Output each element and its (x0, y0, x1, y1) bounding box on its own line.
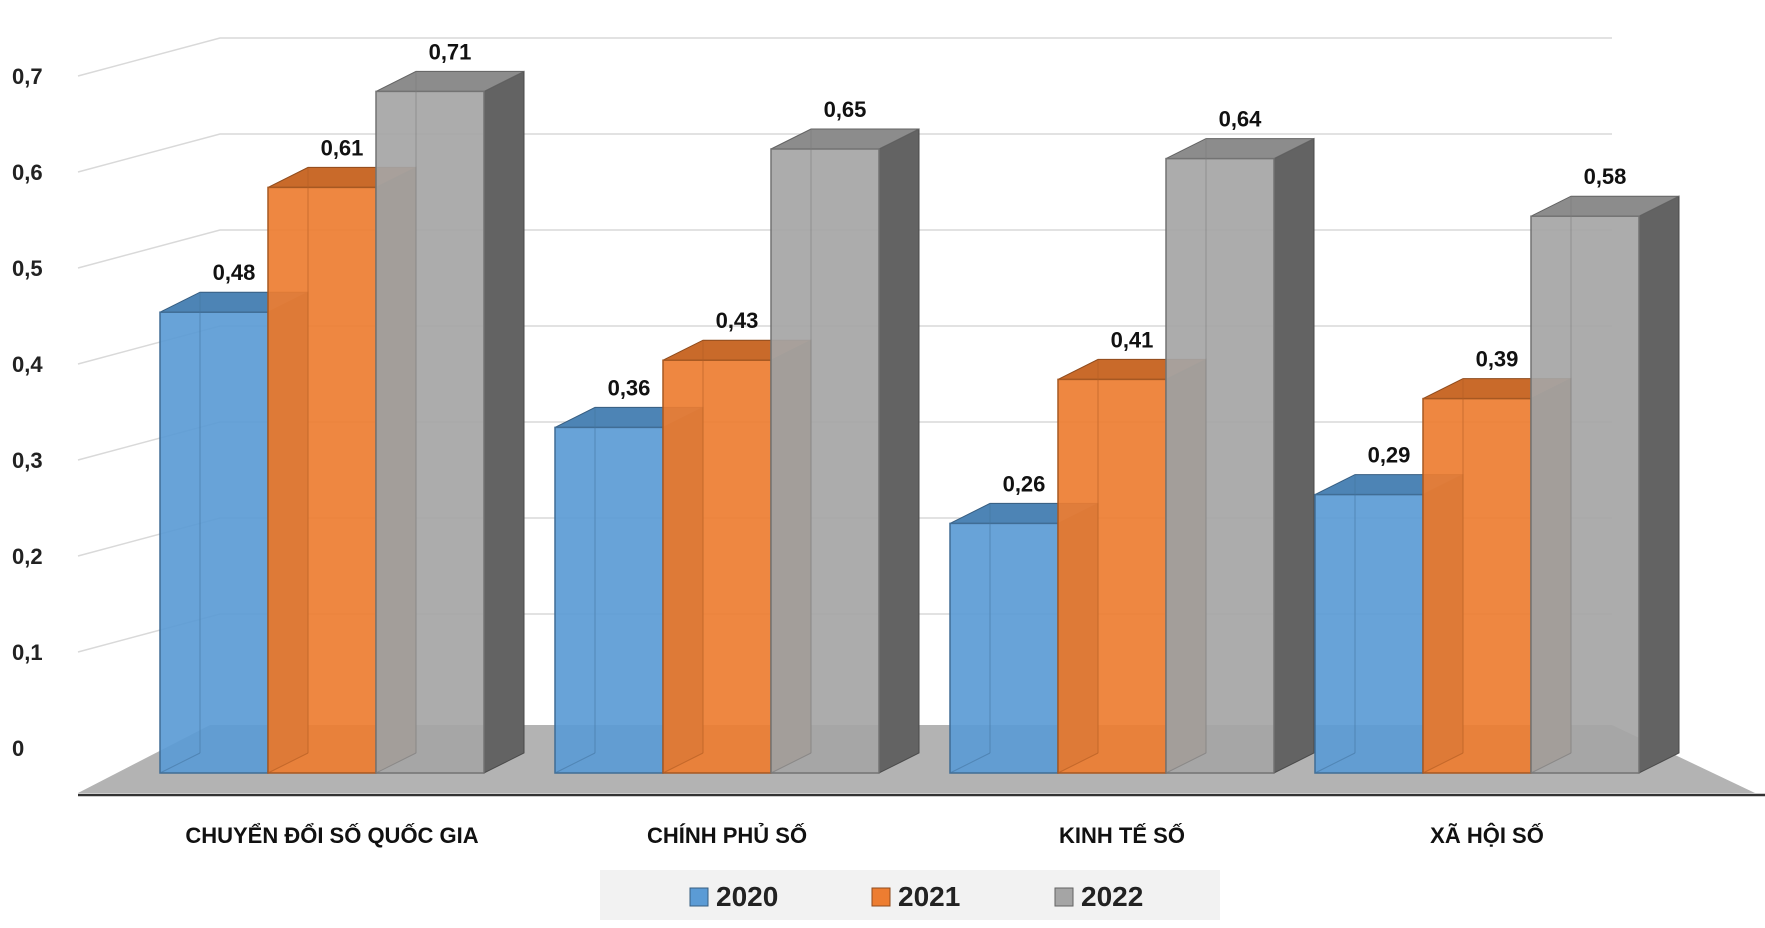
gridline (77, 229, 1612, 269)
bar-side-face (483, 70, 525, 774)
bar-bottom-edge (770, 752, 812, 774)
data-label: 0,48 (213, 260, 256, 285)
bar-front-face (554, 426, 664, 774)
legend-swatch (1054, 887, 1074, 907)
bar-side-face (878, 128, 920, 774)
data-label: 0,29 (1368, 443, 1411, 468)
category-label: KINH TẾ SỐ (1059, 822, 1185, 848)
data-label: 0,36 (608, 375, 651, 400)
bar-bottom-edge (1422, 752, 1464, 774)
y-tick-label: 0,2 (12, 544, 43, 569)
data-label: 0,64 (1219, 107, 1263, 132)
data-label: 0,43 (716, 308, 759, 333)
data-label: 0,58 (1584, 164, 1627, 189)
data-label: 0,61 (321, 135, 364, 160)
bar-front-face (159, 311, 269, 774)
y-tick-label: 0,6 (12, 160, 43, 185)
bar (1165, 137, 1315, 774)
gridline (77, 37, 1612, 77)
bar-bottom-edge (662, 752, 704, 774)
data-label: 0,41 (1111, 327, 1154, 352)
data-label: 0,26 (1003, 471, 1046, 496)
bar-front-face (1057, 378, 1167, 774)
bar-side-face (1273, 137, 1315, 774)
category-label: CHÍNH PHỦ SỐ (647, 822, 807, 848)
bar-bottom-edge (554, 752, 596, 774)
data-label: 0,65 (824, 97, 867, 122)
legend: 2020 2021 2022 (600, 870, 1220, 920)
bar-front-face (1422, 397, 1532, 774)
y-tick-label: 0,1 (12, 640, 43, 665)
bar-front-face (1530, 215, 1640, 774)
bar-bottom-edge (949, 752, 991, 774)
bar-bottom-edge (1530, 752, 1572, 774)
bar-front-face (949, 522, 1059, 774)
bar-front-face (1165, 157, 1275, 774)
y-tick-label: 0,5 (12, 256, 43, 281)
legend-label: 2021 (898, 881, 960, 912)
legend-label: 2020 (716, 881, 778, 912)
bar-bottom-edge (267, 752, 309, 774)
bar-front-face (1314, 493, 1424, 774)
legend-label: 2022 (1081, 881, 1143, 912)
y-tick-label: 0,7 (12, 64, 43, 89)
bar (375, 70, 525, 774)
legend-swatch (689, 887, 709, 907)
bar-bottom-edge (159, 752, 201, 774)
legend-swatch (871, 887, 891, 907)
bar (770, 128, 920, 774)
y-tick-label: 0,4 (12, 352, 43, 377)
y-tick-label: 0 (12, 736, 24, 761)
y-tick-label: 0,3 (12, 448, 43, 473)
bar-front-face (770, 148, 880, 774)
data-label: 0,39 (1476, 347, 1519, 372)
labels-layer: 0,48 0,61 0,71 CHUYỂN ĐỔI SỐ QUỐC GIA 0,36 0,… (185, 39, 1626, 848)
bar-bottom-edge (1057, 752, 1099, 774)
bar-front-face (662, 359, 772, 774)
bar-bottom-edge (1165, 752, 1207, 774)
bar-front-face (375, 90, 485, 774)
bar (1530, 195, 1680, 774)
data-label: 0,71 (429, 39, 472, 64)
bars-layer (159, 70, 1680, 774)
bar-front-face (267, 186, 377, 774)
bar-bottom-edge (1314, 752, 1356, 774)
category-label: XÃ HỘI SỐ (1430, 822, 1544, 848)
gridline (77, 133, 1612, 173)
bar-bottom-edge (375, 752, 417, 774)
category-label: CHUYỂN ĐỔI SỐ QUỐC GIA (185, 822, 478, 848)
bar-side-face (1638, 195, 1680, 774)
